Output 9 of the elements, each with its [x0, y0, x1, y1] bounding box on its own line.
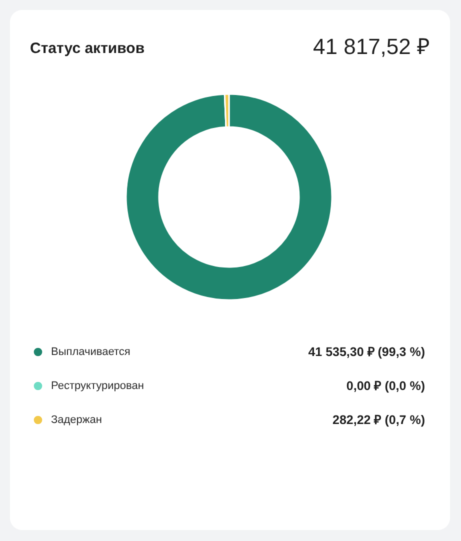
- chart-title: Статус активов: [30, 40, 145, 57]
- chart-subtitle: 41 817,52 ₽: [313, 34, 430, 59]
- donut-slice: [125, 93, 333, 301]
- legend-label: Задержан: [51, 414, 102, 426]
- data-label: 282,22 ₽ (0,7 %): [332, 413, 425, 427]
- legend-label: Выплачивается: [51, 346, 130, 358]
- text: 0,00 ₽ (0,0 %): [346, 379, 425, 393]
- legend-label: Реструктурирован: [51, 380, 144, 392]
- data-label: 41 535,30 ₽ (99,3 %): [308, 345, 425, 359]
